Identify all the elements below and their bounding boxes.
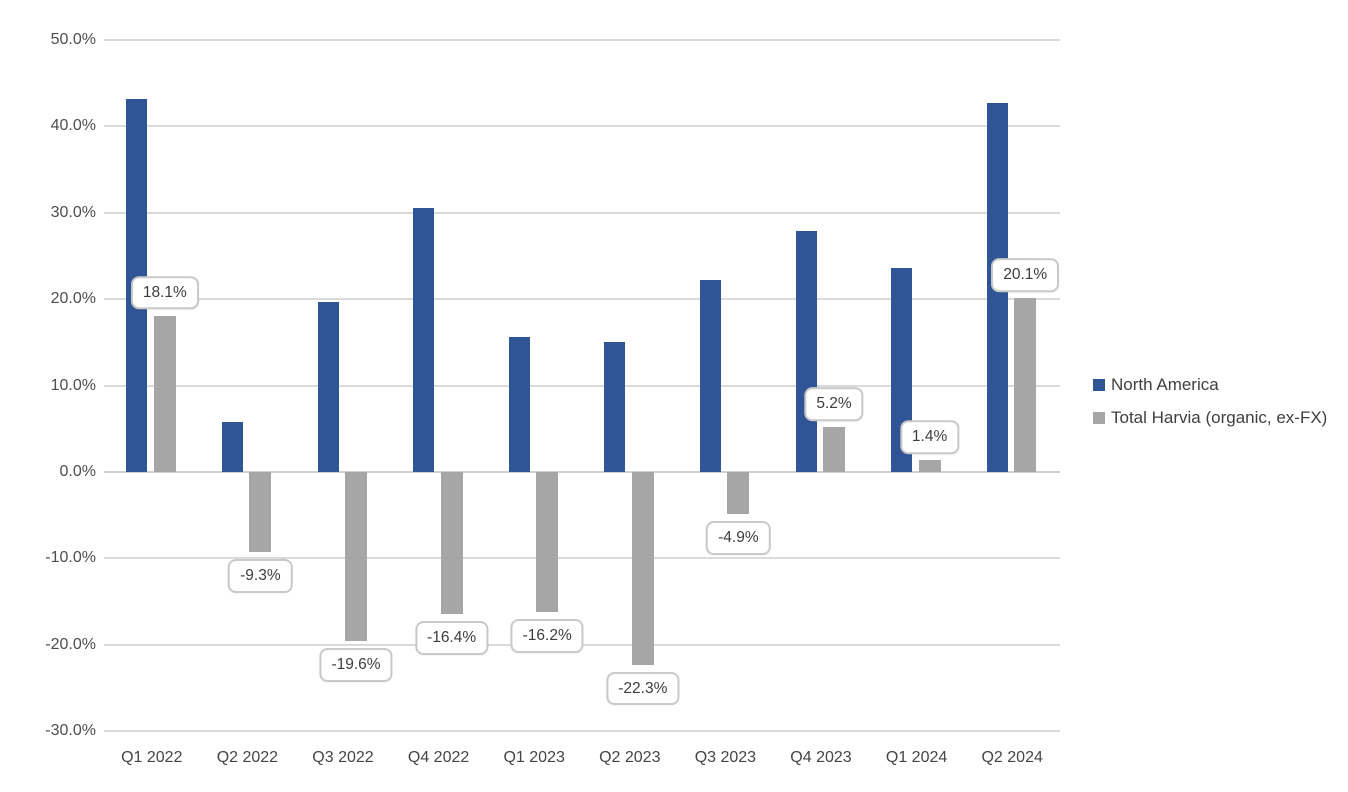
- y-axis-tick-label: 0.0%: [59, 463, 96, 480]
- legend-item-total-harvia: Total Harvia (organic, ex-FX): [1093, 408, 1327, 428]
- gridline: [104, 211, 1060, 214]
- bar-total-harvia-q1-2023: [536, 472, 559, 612]
- bar-north-america-q4-2023: [795, 230, 817, 472]
- data-label-total-harvia-q2-2022: -9.3%: [228, 559, 293, 594]
- gridline: [104, 384, 1060, 387]
- data-label-total-harvia-q2-2024: 20.1%: [991, 258, 1060, 293]
- y-axis-tick-label: 50.0%: [50, 31, 96, 48]
- bar-total-harvia-q2-2022: [249, 472, 272, 553]
- gridline: [104, 557, 1060, 560]
- bar-north-america-q2-2022: [221, 421, 243, 472]
- gridline: [104, 298, 1060, 301]
- x-axis-tick-label: Q2 2023: [599, 749, 661, 766]
- legend-swatch-total-harvia: [1093, 412, 1105, 424]
- y-axis-tick-label: 30.0%: [50, 203, 96, 221]
- x-axis-tick-label: Q1 2024: [885, 749, 948, 766]
- y-axis-tick-label: -20.0%: [45, 635, 96, 653]
- bar-total-harvia-q4-2022: [440, 472, 463, 614]
- legend-label-north-america: North America: [1111, 375, 1219, 394]
- legend-label-total-harvia: Total Harvia (organic, ex-FX): [1111, 408, 1328, 427]
- bar-north-america-q1-2023: [508, 337, 530, 472]
- y-axis-tick-label: 20.0%: [50, 290, 96, 308]
- legend-swatch-north-america: [1093, 379, 1105, 391]
- x-axis-tick-label: Q4 2022: [407, 749, 470, 766]
- gridline: [104, 39, 1060, 41]
- bar-total-harvia-q2-2023: [631, 472, 654, 665]
- bar-north-america-q2-2023: [604, 342, 626, 472]
- data-label-total-harvia-q4-2023: 5.2%: [804, 387, 864, 422]
- bar-north-america-q4-2022: [413, 207, 435, 472]
- bar-total-harvia-q2-2024: [1014, 298, 1037, 472]
- bar-total-harvia-q1-2024: [918, 459, 941, 472]
- y-axis-tick-label: -30.0%: [45, 722, 96, 740]
- data-label-total-harvia-q2-2023: -22.3%: [606, 671, 680, 706]
- bar-total-harvia-q3-2023: [727, 472, 750, 515]
- bar-total-harvia-q4-2023: [823, 427, 845, 472]
- x-axis-tick-label: Q1 2022: [121, 749, 183, 766]
- x-axis-tick-label: Q1 2023: [503, 749, 565, 766]
- data-label-total-harvia-q4-2022: -16.4%: [415, 620, 489, 655]
- data-label-total-harvia-q3-2023: -4.9%: [706, 521, 771, 556]
- x-axis-tick-label: Q2 2024: [981, 749, 1043, 766]
- y-axis-tick-label: 40.0%: [50, 117, 96, 135]
- y-axis-tick-label: -10.0%: [45, 549, 96, 567]
- zero-axis-line: [104, 471, 1060, 473]
- data-label-total-harvia-q1-2024: 1.4%: [899, 420, 960, 454]
- legend: North America Total Harvia (organic, ex-…: [1093, 375, 1327, 428]
- bar-north-america-q3-2022: [317, 301, 339, 472]
- y-axis-tick-label: 10.0%: [50, 376, 96, 394]
- x-axis-tick-label: Q3 2022: [312, 749, 374, 766]
- legend-item-north-america: North America: [1093, 375, 1327, 395]
- gridline: [104, 730, 1060, 733]
- bar-north-america-q3-2023: [699, 280, 721, 472]
- bar-total-harvia-q3-2022: [345, 472, 367, 642]
- x-axis-tick-label: Q4 2023: [790, 749, 852, 766]
- gridline: [104, 125, 1060, 128]
- bar-total-harvia-q1-2022: [153, 315, 176, 472]
- data-label-total-harvia-q1-2022: 18.1%: [130, 275, 199, 310]
- x-axis-tick-label: Q2 2022: [216, 749, 279, 766]
- data-label-total-harvia-q3-2022: -19.6%: [319, 648, 393, 683]
- data-label-total-harvia-q1-2023: -16.2%: [510, 618, 584, 653]
- x-axis-tick-label: Q3 2023: [694, 749, 757, 766]
